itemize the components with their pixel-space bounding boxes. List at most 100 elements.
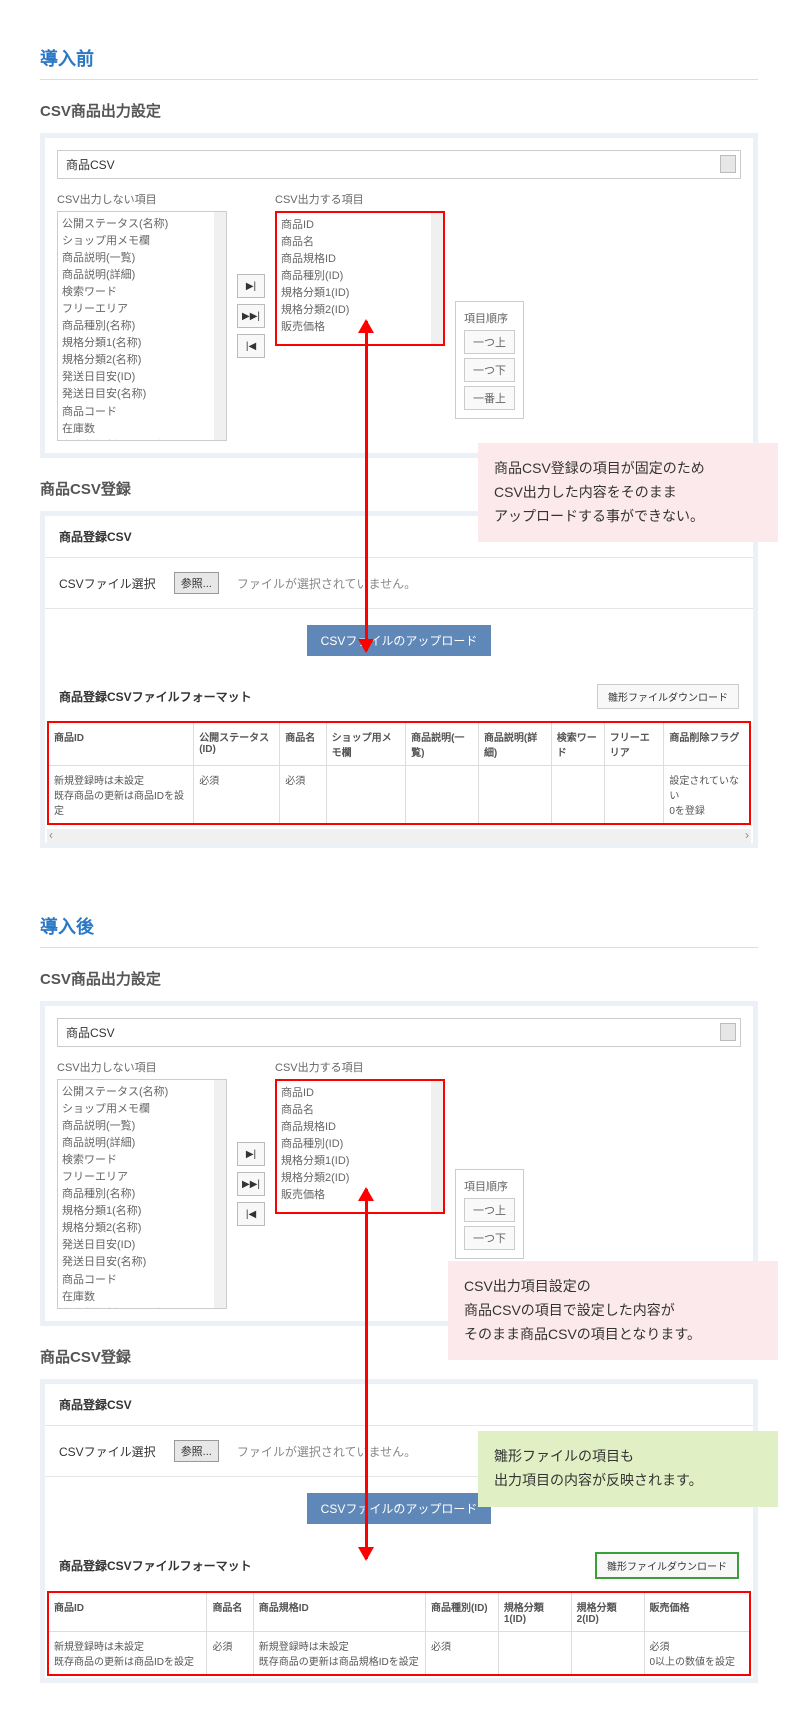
table-header: 規格分類1(ID) (498, 1592, 571, 1632)
list-item[interactable]: 商品名 (281, 1102, 439, 1119)
order-up-btn[interactable]: 一つ上 (464, 330, 515, 354)
right-list-label: CSV出力する項目 (275, 1059, 445, 1075)
table-header: フリーエリア (604, 722, 664, 766)
h-scrollbar[interactable] (47, 829, 751, 843)
exclude-listbox[interactable]: 公開ステータス(名称)ショップ用メモ欄商品説明(一覧)商品説明(詳細)検索ワード… (57, 1079, 227, 1309)
table-cell: 必須 (280, 766, 326, 825)
order-box: 項目順序 一つ上 一つ下 一番上 (455, 301, 524, 419)
table-cell (478, 766, 551, 825)
order-label: 項目順序 (464, 310, 515, 326)
move-left-btn[interactable]: |◀ (237, 1202, 265, 1226)
move-right-btn[interactable]: ▶| (237, 274, 265, 298)
list-item[interactable]: 発送日目安(名称) (62, 386, 222, 403)
list-item[interactable]: 商品説明(詳細) (62, 267, 222, 284)
list-item[interactable]: 発送日目安(ID) (62, 369, 222, 386)
list-item[interactable]: 規格分類1(名称) (62, 335, 222, 352)
file-label: CSVファイル選択 (59, 575, 156, 592)
list-item[interactable]: 発送日目安(ID) (62, 1237, 222, 1254)
right-column: CSV出力する項目 商品ID商品名商品規格ID商品種別(ID)規格分類1(ID)… (275, 1059, 445, 1309)
transfer-buttons: ▶| ▶▶| |◀ (237, 191, 265, 441)
csv-type-select[interactable]: 商品CSV (57, 150, 741, 179)
table-cell (571, 1632, 644, 1676)
list-item[interactable]: 規格分類1(ID) (281, 285, 439, 302)
table-header: ショップ用メモ欄 (326, 722, 405, 766)
list-item[interactable]: 商品名 (281, 234, 439, 251)
list-item[interactable]: 検索ワード (62, 284, 222, 301)
list-item[interactable]: 規格分類2(名称) (62, 1220, 222, 1237)
list-item[interactable]: 公開ステータス(名称) (62, 216, 222, 233)
list-item[interactable]: 規格分類2(名称) (62, 352, 222, 369)
list-item[interactable]: 商品種別(名称) (62, 318, 222, 335)
left-list-label: CSV出力しない項目 (57, 191, 227, 207)
before-block: 商品CSV CSV出力しない項目 公開ステータス(名称)ショップ用メモ欄商品説明… (40, 133, 758, 848)
list-item[interactable]: 商品ID (281, 1085, 439, 1102)
no-file-text: ファイルが選択されていません。 (237, 1443, 416, 1460)
move-all-right-btn[interactable]: ▶▶| (237, 1172, 265, 1196)
download-template-btn[interactable]: 雛形ファイルダウンロード (595, 1552, 739, 1579)
move-right-btn[interactable]: ▶| (237, 1142, 265, 1166)
format-head: 商品登録CSVファイルフォーマット 雛形ファイルダウンロード (45, 1540, 753, 1591)
table-header: 販売価格 (644, 1592, 750, 1632)
table-cell: 必須 (207, 1632, 253, 1676)
table-header: 公開ステータス(ID) (194, 722, 280, 766)
list-item[interactable]: 在庫数 (62, 421, 222, 438)
move-all-right-btn[interactable]: ▶▶| (237, 304, 265, 328)
list-item[interactable]: フリーエリア (62, 1169, 222, 1186)
move-left-btn[interactable]: |◀ (237, 334, 265, 358)
table-cell (406, 766, 479, 825)
download-template-btn[interactable]: 雛形ファイルダウンロード (597, 684, 739, 709)
table-header: 商品種別(ID) (425, 1592, 498, 1632)
list-item[interactable]: 規格分類1(名称) (62, 1203, 222, 1220)
table-header: 商品名 (207, 1592, 253, 1632)
list-item[interactable]: 商品ID (281, 217, 439, 234)
list-item[interactable]: 規格分類2(ID) (281, 1170, 439, 1187)
list-item[interactable]: 発送日目安(名称) (62, 1254, 222, 1271)
list-item[interactable]: 商品規格ID (281, 251, 439, 268)
arrow-before (365, 321, 368, 651)
browse-btn[interactable]: 参照... (174, 572, 219, 594)
list-item[interactable]: ショップ用メモ欄 (62, 1101, 222, 1118)
order-up-btn[interactable]: 一つ上 (464, 1198, 515, 1222)
list-item[interactable]: 商品説明(一覧) (62, 250, 222, 267)
list-item[interactable]: 商品コード (62, 1272, 222, 1289)
upload-btn[interactable]: CSVファイルのアップロード (307, 1493, 492, 1524)
after-title: 導入後 (40, 913, 758, 939)
upload-btn[interactable]: CSVファイルのアップロード (307, 625, 492, 656)
list-item[interactable]: 商品コード (62, 404, 222, 421)
list-item[interactable]: 規格分類1(ID) (281, 1153, 439, 1170)
table-wrap: 商品ID公開ステータス(ID)商品名ショップ用メモ欄商品説明(一覧)商品説明(詳… (45, 721, 753, 827)
note-before: 商品CSV登録の項目が固定のため CSV出力した内容をそのまま アップロードする… (478, 443, 778, 542)
list-item[interactable]: ショップ用メモ欄 (62, 233, 222, 250)
table-cell: 新規登録時は未設定既存商品の更新は商品規格IDを設定 (253, 1632, 425, 1676)
table-header: 商品削除フラグ (664, 722, 750, 766)
order-down-btn[interactable]: 一つ下 (464, 1226, 515, 1250)
transfer-buttons: ▶| ▶▶| |◀ (237, 1059, 265, 1309)
csv-type-select[interactable]: 商品CSV (57, 1018, 741, 1047)
table-cell (551, 766, 604, 825)
table-header: 商品ID (48, 1592, 207, 1632)
browse-btn[interactable]: 参照... (174, 1440, 219, 1462)
table-cell (604, 766, 664, 825)
list-item[interactable]: 商品種別(名称) (62, 1186, 222, 1203)
list-item[interactable]: 商品説明(詳細) (62, 1135, 222, 1152)
list-item[interactable]: フリーエリア (62, 301, 222, 318)
arrow-after (365, 1189, 368, 1559)
list-item[interactable]: 商品種別(ID) (281, 1136, 439, 1153)
list-item[interactable]: 検索ワード (62, 1152, 222, 1169)
table-cell: 新規登録時は未設定既存商品の更新は商品IDを設定 (48, 1632, 207, 1676)
list-item[interactable]: 在庫数無制限フラグ (62, 438, 222, 441)
list-item[interactable]: 公開ステータス(名称) (62, 1084, 222, 1101)
table-header: 検索ワード (551, 722, 604, 766)
list-item[interactable]: 在庫数 (62, 1289, 222, 1306)
exclude-listbox[interactable]: 公開ステータス(名称)ショップ用メモ欄商品説明(一覧)商品説明(詳細)検索ワード… (57, 211, 227, 441)
table-header: 商品説明(一覧) (406, 722, 479, 766)
list-item[interactable]: 商品規格ID (281, 1119, 439, 1136)
list-item[interactable]: 在庫数無制限フラグ (62, 1306, 222, 1309)
list-item[interactable]: 規格分類2(ID) (281, 302, 439, 319)
csv-output-panel: 商品CSV CSV出力しない項目 公開ステータス(名称)ショップ用メモ欄商品説明… (40, 133, 758, 458)
table-cell: 必須 (194, 766, 280, 825)
order-down-btn[interactable]: 一つ下 (464, 358, 515, 382)
list-item[interactable]: 商品種別(ID) (281, 268, 439, 285)
order-top-btn[interactable]: 一番上 (464, 386, 515, 410)
list-item[interactable]: 商品説明(一覧) (62, 1118, 222, 1135)
